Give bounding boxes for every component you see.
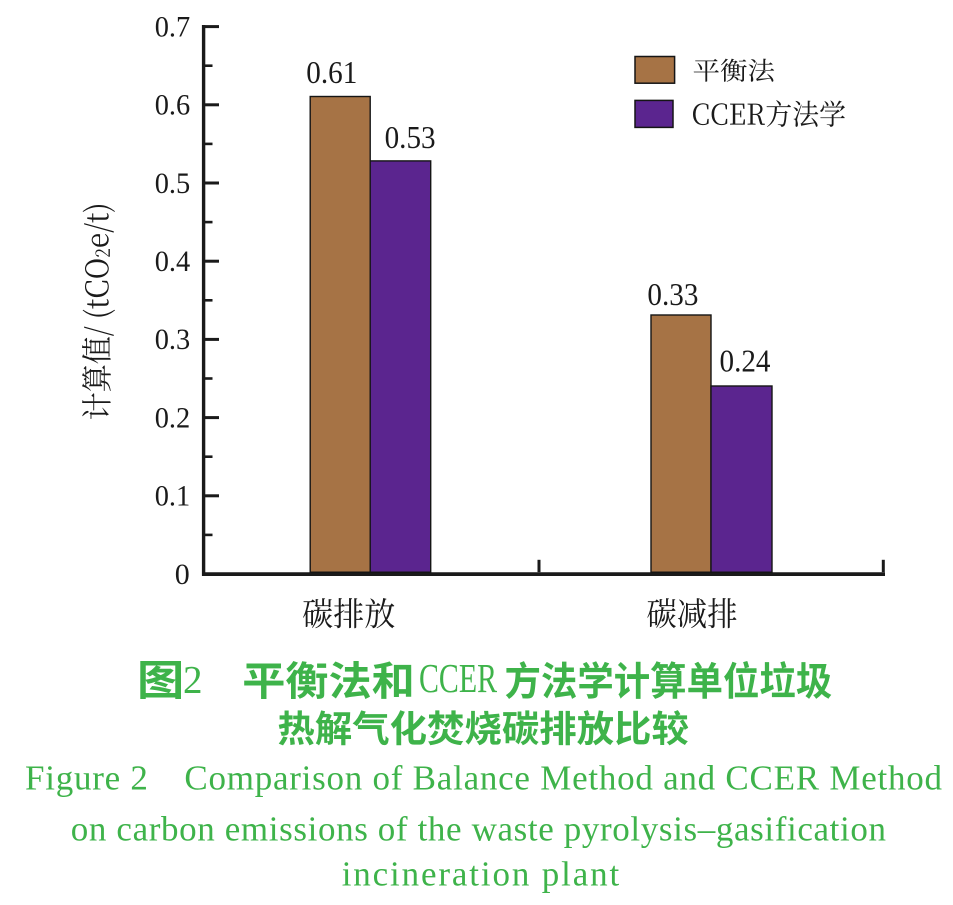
svg-text:0.5: 0.5 [155, 167, 191, 200]
svg-text:2: 2 [183, 659, 203, 702]
svg-text:CCER: CCER [419, 655, 497, 701]
svg-text:0.61: 0.61 [306, 54, 357, 90]
svg-text:0.33: 0.33 [647, 276, 698, 312]
svg-text:Figure 2 Comparison of Balance: Figure 2 Comparison of Balance Method an… [25, 759, 943, 798]
svg-text:0.24: 0.24 [720, 343, 771, 379]
svg-text:0.4: 0.4 [155, 245, 191, 278]
svg-text:0.2: 0.2 [155, 401, 191, 434]
svg-text:0.53: 0.53 [385, 119, 436, 155]
svg-text:0.3: 0.3 [155, 323, 191, 356]
svg-text:on carbon emissions of the was: on carbon emissions of the waste pyrolys… [71, 809, 886, 848]
svg-text:0.7: 0.7 [155, 10, 191, 43]
svg-text:0: 0 [175, 558, 190, 591]
svg-text:incineration plant: incineration plant [342, 855, 620, 894]
svg-text:0.1: 0.1 [155, 480, 191, 513]
svg-text:0.6: 0.6 [155, 89, 191, 122]
